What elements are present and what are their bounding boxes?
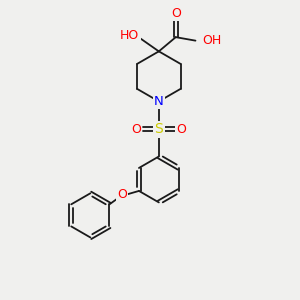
- Text: O: O: [177, 123, 186, 136]
- Text: O: O: [171, 7, 181, 20]
- Text: O: O: [131, 123, 141, 136]
- Text: OH: OH: [202, 34, 221, 47]
- Text: HO: HO: [120, 29, 139, 42]
- Text: S: S: [154, 122, 163, 136]
- Text: O: O: [117, 188, 127, 201]
- Text: N: N: [154, 95, 164, 108]
